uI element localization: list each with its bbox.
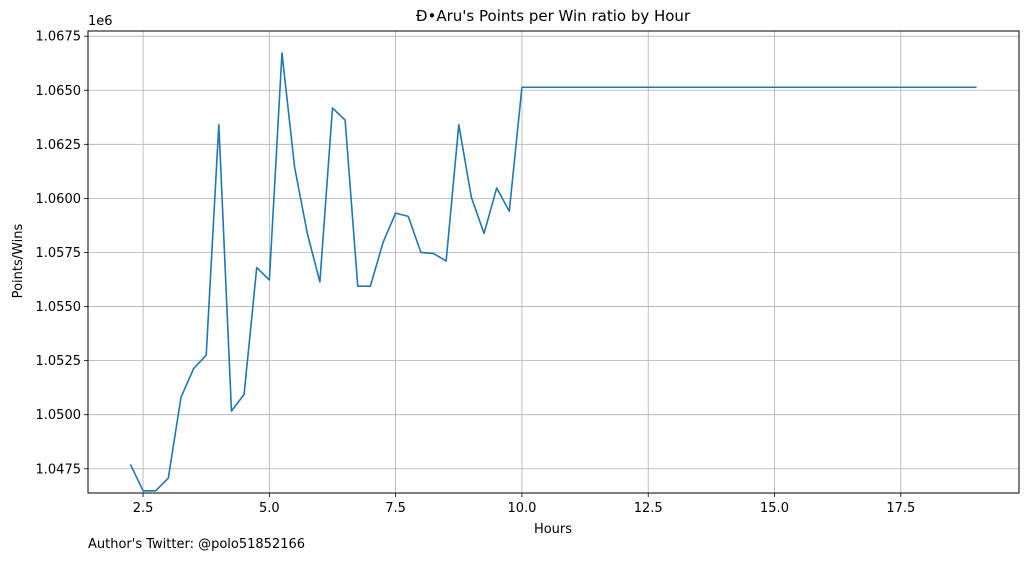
data-point: [218, 124, 220, 126]
data-point: [319, 281, 321, 283]
data-point: [205, 354, 207, 356]
data-point: [130, 464, 132, 466]
data-point: [370, 285, 372, 287]
x-tick-label: 15.0: [760, 501, 789, 516]
x-tick-label: 17.5: [886, 501, 915, 516]
data-point: [168, 477, 170, 479]
data-point: [382, 242, 384, 244]
y-tick-label: 1.0600: [36, 192, 82, 207]
x-axis-label: Hours: [534, 522, 572, 537]
data-point: [294, 166, 296, 168]
x-tick-label: 12.5: [634, 501, 663, 516]
data-point: [433, 253, 435, 255]
x-tick-label: 2.5: [133, 501, 154, 516]
data-point: [142, 490, 144, 492]
y-tick-label: 1.0525: [36, 354, 82, 369]
data-point: [332, 107, 334, 109]
data-point: [976, 86, 978, 88]
series-line: [129, 52, 977, 492]
y-tick-label: 1.0675: [36, 30, 82, 45]
y-axis-label: Points/Wins: [11, 223, 26, 298]
data-point: [496, 187, 498, 189]
y-tick-label: 1.0500: [36, 408, 82, 423]
data-point: [193, 368, 195, 370]
line-chart: 2.5 5.0 7.5 10.0 12.5 15.0 17.5 1.04751.05001.…: [11, 7, 1020, 537]
author-credit: Author's Twitter: @polo51852166: [88, 537, 306, 552]
data-point: [458, 124, 460, 126]
y-tick-label: 1.0550: [36, 300, 82, 315]
y-axis-ticks: 1.0475 1.0500 1.0525 1.0550 1.0575 1.0600 1.06…: [36, 30, 88, 477]
data-point: [231, 410, 233, 412]
data-point: [269, 279, 271, 281]
y-tick-label: 1.0475: [36, 462, 82, 477]
y-tick-label: 1.0575: [36, 246, 82, 261]
data-point: [395, 212, 397, 214]
data-point: [445, 260, 447, 262]
data-point: [508, 210, 510, 212]
y-axis-multiplier: 1e6: [88, 14, 113, 29]
grid-lines: [88, 31, 1019, 493]
data-point: [483, 233, 485, 235]
x-tick-label: 10.0: [507, 501, 536, 516]
x-tick-label: 7.5: [385, 501, 406, 516]
x-tick-label: 5.0: [259, 501, 280, 516]
data-point: [420, 252, 422, 254]
data-point: [344, 119, 346, 121]
data-point: [256, 267, 258, 269]
plot-frame: [87, 30, 1020, 494]
data-point: [407, 216, 409, 218]
data-point: [357, 285, 359, 287]
data-point: [471, 197, 473, 199]
y-tick-label: 1.0650: [36, 84, 82, 99]
chart-title: Đ•Aru's Points per Win ratio by Hour: [416, 7, 691, 25]
data-point: [306, 232, 308, 234]
data-point: [521, 86, 523, 88]
y-tick-label: 1.0625: [36, 138, 82, 153]
data-point: [243, 394, 245, 396]
data-point: [155, 490, 157, 492]
x-axis-ticks: 2.5 5.0 7.5 10.0 12.5 15.0 17.5: [133, 493, 915, 516]
series-layer: [129, 52, 978, 492]
data-point: [180, 397, 182, 399]
data-point: [281, 52, 283, 54]
